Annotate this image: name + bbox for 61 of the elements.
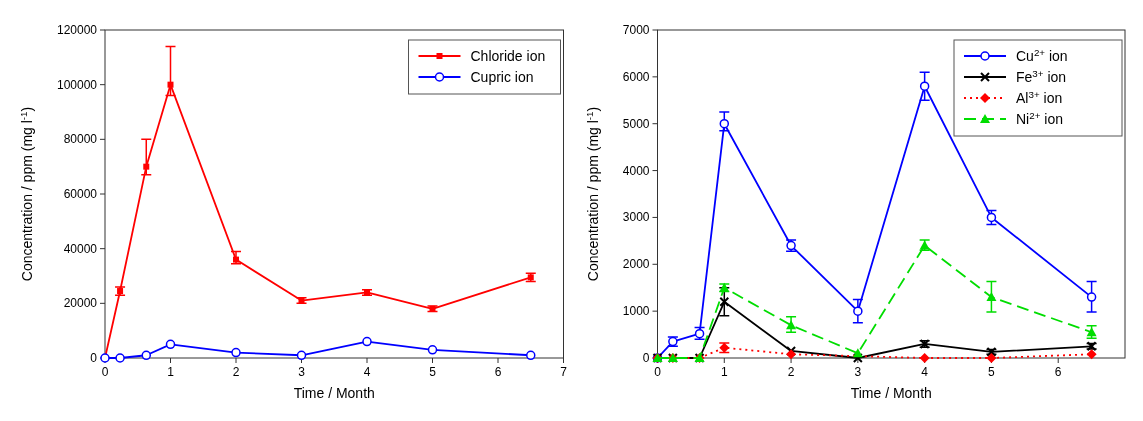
x-tick-label: 2 [232, 365, 240, 379]
y-tick-label: 7000 [622, 23, 650, 37]
x-tick-label: 0 [654, 365, 662, 379]
point [231, 347, 241, 358]
y-tick-label: 0 [642, 351, 650, 365]
x-tick-label: 2 [787, 365, 795, 379]
x-tick-label: 1 [167, 365, 175, 379]
point [141, 350, 152, 361]
x-tick-label: 4 [921, 365, 929, 379]
point [427, 345, 438, 355]
y-tick-label: 40000 [63, 241, 98, 256]
point [165, 339, 176, 350]
legend-label: Ni$^{2+}$ ion [1016, 109, 1063, 127]
x-tick-label: 6 [1054, 365, 1062, 379]
point [852, 348, 863, 358]
point [1086, 349, 1097, 360]
point [143, 163, 150, 170]
y-tick-label: 100000 [56, 77, 98, 92]
point [986, 292, 997, 302]
point [786, 349, 797, 360]
legend-label: Chloride ion [470, 48, 546, 64]
point [115, 353, 125, 363]
point [233, 256, 239, 263]
point [986, 353, 997, 363]
point [526, 350, 536, 361]
x-tick-label: 7 [560, 365, 568, 379]
legend-label: Al$^{3+}$ ion [1016, 88, 1063, 106]
legend-label: Cupric ion [470, 69, 534, 85]
y-tick-label: 5000 [622, 116, 650, 131]
y-tick-label: 3000 [622, 210, 650, 225]
point [919, 353, 930, 363]
y-tick-label: 0 [90, 351, 98, 365]
x-tick-label: 0 [101, 365, 109, 379]
point [362, 336, 372, 347]
x-tick-label: 4 [363, 365, 371, 379]
x-tick-label: 3 [298, 365, 306, 379]
x-tick-label: 3 [854, 365, 862, 379]
x-axis-title: Time / Month [850, 385, 932, 401]
x-tick-label: 1 [720, 365, 728, 379]
legend-label: Fe$^{3+}$ ion [1016, 67, 1067, 85]
point [853, 306, 863, 316]
y-tick-label: 1000 [622, 304, 650, 319]
point [296, 350, 307, 361]
y-tick-label: 20000 [63, 296, 98, 311]
y-tick-label: 2000 [622, 257, 650, 272]
point [719, 296, 730, 307]
point [852, 353, 863, 363]
x-tick-label: 5 [429, 365, 437, 379]
y-tick-label: 80000 [63, 132, 98, 147]
point [1086, 292, 1097, 302]
x-tick-label: 6 [494, 365, 502, 379]
point [719, 118, 730, 129]
y-tick-label: 60000 [63, 187, 98, 201]
point [167, 81, 174, 88]
y-tick-label: 6000 [622, 69, 650, 84]
y-tick-label: 120000 [56, 23, 98, 37]
legend-label: Cu$^{2+}$ ion [1016, 46, 1068, 64]
point [919, 81, 930, 91]
y-tick-label: 4000 [622, 163, 650, 178]
x-axis-title: Time / Month [293, 385, 375, 401]
x-tick-label: 5 [988, 365, 996, 379]
